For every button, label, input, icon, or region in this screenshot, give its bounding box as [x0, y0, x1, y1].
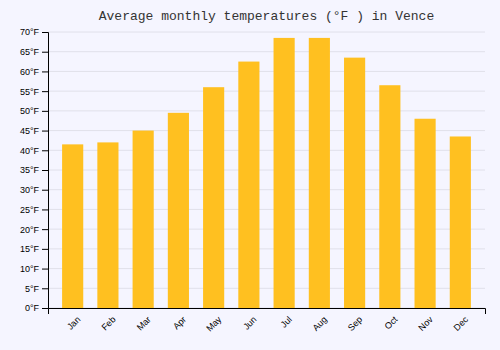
tick-mark — [42, 288, 48, 289]
tick-label: Nov — [416, 314, 435, 333]
y-axis: 0°F 5°F 10°F 15°F 20°F 25°F 30°F 35°F 40°F 45°F 50… — [20, 27, 49, 313]
tick: 55°F — [20, 87, 48, 97]
tick-label: 45°F — [20, 126, 40, 136]
axis-domain — [49, 309, 486, 315]
tick-label: Sep — [346, 314, 364, 332]
tick-label: Jan — [65, 314, 82, 331]
tick: Aug — [311, 314, 329, 332]
tick-mark — [42, 229, 48, 230]
tick-label: 20°F — [20, 225, 40, 235]
tick-label: 35°F — [20, 165, 40, 175]
tick: 45°F — [20, 126, 48, 136]
tick-label: 70°F — [20, 27, 40, 37]
tick-label: 55°F — [20, 87, 40, 97]
tick: 25°F — [20, 205, 48, 215]
bar — [450, 136, 471, 308]
tick-label: 60°F — [20, 67, 40, 77]
tick-label: 25°F — [20, 205, 40, 215]
tick-label: Feb — [100, 314, 118, 332]
tick-mark — [42, 111, 48, 112]
bar — [238, 62, 259, 308]
tick-mark — [42, 190, 48, 191]
tick: 65°F — [20, 47, 48, 57]
grid-line — [48, 51, 485, 52]
tick-label: Oct — [383, 314, 400, 331]
tick: 35°F — [20, 165, 48, 175]
tick-mark — [42, 91, 48, 92]
tick-label: Jun — [241, 314, 258, 331]
tick-label: 40°F — [20, 146, 40, 156]
bar — [133, 131, 154, 308]
tick: 40°F — [20, 146, 48, 156]
tick-label: Dec — [452, 314, 471, 333]
plot: 0°F 5°F 10°F 15°F 20°F 25°F 30°F 35°F 40°F 45°F 50… — [20, 27, 486, 333]
tick-mark — [42, 170, 48, 171]
tick: Jun — [241, 314, 258, 331]
tick-label: Aug — [311, 314, 329, 332]
chart: 0°F 5°F 10°F 15°F 20°F 25°F 30°F 35°F 40°F 45°F 50… — [0, 0, 500, 350]
tick: 10°F — [20, 264, 48, 274]
tick: 30°F — [20, 185, 48, 195]
tick: 20°F — [20, 225, 48, 235]
tick: 70°F — [20, 27, 48, 37]
tick: 5°F — [25, 284, 48, 294]
axis-domain — [42, 33, 49, 309]
bar — [379, 85, 400, 308]
tick: Mar — [135, 314, 153, 332]
x-axis: Jan Feb Mar Apr May Jun Jul Aug Sep Oct Nov Dec — [49, 309, 486, 334]
tick: Oct — [383, 314, 400, 331]
tick-label: May — [204, 314, 223, 333]
tick: Dec — [452, 314, 471, 333]
tick-label: 10°F — [20, 264, 40, 274]
tick: 60°F — [20, 67, 48, 77]
grid-line — [48, 71, 485, 72]
bar — [62, 144, 83, 308]
grid-line — [48, 110, 485, 111]
tick-mark — [42, 32, 48, 33]
tick-label: 15°F — [20, 244, 40, 254]
tick-mark — [42, 150, 48, 151]
tick: May — [204, 314, 223, 333]
tick-mark — [42, 131, 48, 132]
tick-mark — [42, 71, 48, 72]
tick: 50°F — [20, 106, 48, 116]
tick: Sep — [346, 314, 364, 332]
tick-mark — [42, 308, 48, 309]
grid-line — [48, 91, 485, 92]
tick-label: 0°F — [25, 303, 40, 313]
tick-label: 50°F — [20, 106, 40, 116]
tick: Jul — [279, 314, 294, 329]
tick-label: Mar — [135, 314, 153, 332]
tick-mark — [42, 209, 48, 210]
tick: 0°F — [25, 303, 48, 313]
bar — [274, 38, 295, 308]
bars — [62, 38, 471, 308]
tick-label: 65°F — [20, 47, 40, 57]
tick-mark — [42, 269, 48, 270]
tick: 15°F — [20, 244, 48, 254]
grid-line — [48, 32, 485, 33]
grid — [48, 32, 485, 308]
tick-label: 5°F — [25, 284, 40, 294]
bar — [203, 87, 224, 308]
tick-mark — [42, 52, 48, 53]
bar — [415, 119, 436, 308]
tick-mark — [42, 249, 48, 250]
title: Average monthly temperatures (°F ) in Ve… — [99, 9, 434, 24]
bar — [168, 113, 189, 308]
tick: Apr — [171, 314, 188, 331]
tick: Feb — [100, 314, 118, 332]
bar — [344, 58, 365, 308]
tick: Jan — [65, 314, 82, 331]
tick-label: Jul — [279, 314, 294, 329]
tick-label: Apr — [171, 314, 188, 331]
bar — [97, 142, 118, 308]
tick: Nov — [416, 314, 435, 333]
tick-label: 30°F — [20, 185, 40, 195]
bar — [309, 38, 330, 308]
